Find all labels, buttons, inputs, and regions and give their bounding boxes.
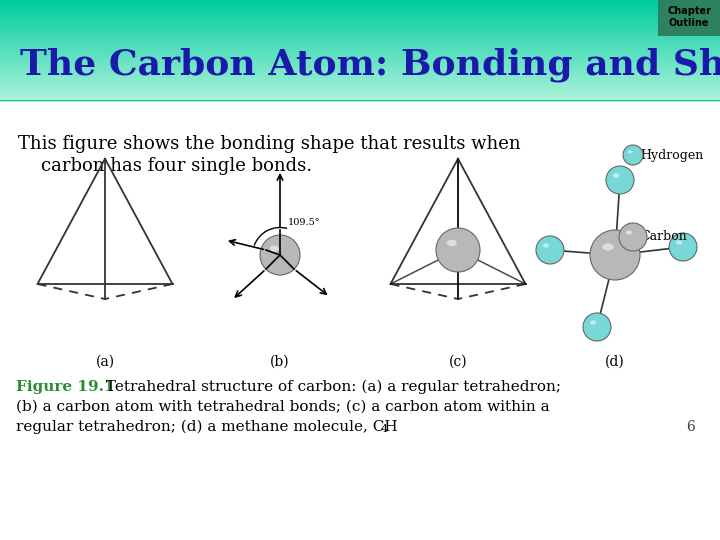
Circle shape [583,313,611,341]
Ellipse shape [590,320,596,325]
Ellipse shape [270,246,279,252]
Text: regular tetrahedron; (d) a methane molecule, CH: regular tetrahedron; (d) a methane molec… [16,420,397,434]
Text: (c): (c) [449,355,467,369]
Text: (b): (b) [270,355,290,369]
Text: Carbon: Carbon [640,231,687,244]
Circle shape [590,230,640,280]
Circle shape [536,236,564,264]
Circle shape [606,166,634,194]
Bar [658,0,720,36]
Text: Tetrahedral structure of carbon: (a) a regular tetrahedron;: Tetrahedral structure of carbon: (a) a r… [101,380,561,394]
Ellipse shape [628,150,632,153]
Circle shape [669,233,697,261]
Text: Figure 19.1: Figure 19.1 [16,380,114,394]
Circle shape [436,228,480,272]
Ellipse shape [543,244,549,248]
Circle shape [623,145,643,165]
Ellipse shape [676,240,683,245]
Text: 4: 4 [381,424,388,434]
Ellipse shape [626,231,632,234]
Text: This figure shows the bonding shape that results when: This figure shows the bonding shape that… [18,135,521,153]
Text: 6: 6 [686,420,695,434]
Text: The Carbon Atom: Bonding and Shape: The Carbon Atom: Bonding and Shape [20,48,720,82]
Text: (d): (d) [605,355,625,369]
Text: Chapter
Outline: Chapter Outline [667,6,711,28]
Text: 109.5°: 109.5° [288,218,320,227]
Ellipse shape [603,243,613,251]
Ellipse shape [447,240,456,246]
Text: (a): (a) [96,355,114,369]
Text: (b) a carbon atom with tetrahedral bonds; (c) a carbon atom within a: (b) a carbon atom with tetrahedral bonds… [16,400,549,414]
Circle shape [619,223,647,251]
Ellipse shape [613,173,619,178]
Text: Hydrogen: Hydrogen [640,148,703,161]
Circle shape [260,235,300,275]
Text: carbon has four single bonds.: carbon has four single bonds. [18,157,312,175]
